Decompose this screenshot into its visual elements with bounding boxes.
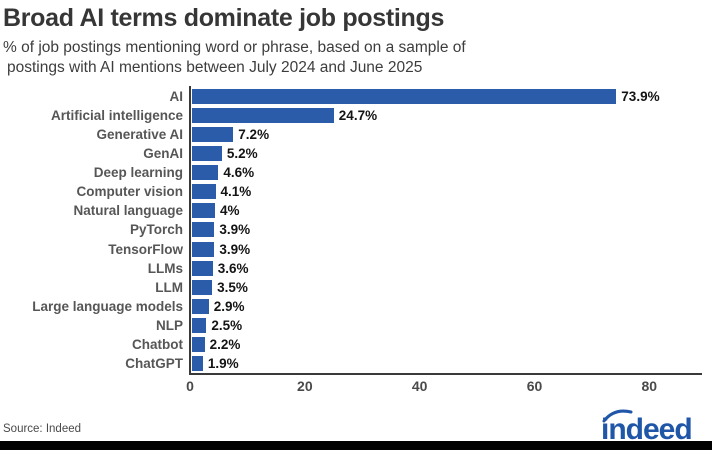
bar [192, 336, 205, 352]
x-tick-label: 60 [526, 378, 543, 394]
category-label: Chatbot [132, 336, 183, 352]
bar-row: Large language models 2.9% [0, 297, 720, 316]
bar [192, 241, 215, 257]
bar [192, 89, 617, 105]
bar-chart: AI 73.9% Artificial intelligence 24.7% Gener… [0, 87, 720, 373]
bar-row: GenAI 5.2% [0, 144, 720, 163]
value-label: 1.9% [207, 355, 239, 371]
bar [192, 108, 334, 124]
bar [192, 317, 207, 333]
logo-swoosh-icon [602, 409, 633, 423]
value-label: 7.2% [238, 127, 270, 143]
category-label: NLP [156, 317, 183, 333]
bar-row: TensorFlow 3.9% [0, 240, 720, 259]
bar [192, 355, 203, 371]
category-label: LLM [155, 279, 183, 295]
chart-subtitle-line2: postings with AI mentions between July 2… [7, 59, 423, 76]
bar-row: NLP 2.5% [0, 316, 720, 335]
bar [192, 165, 219, 181]
bar-row: Chatbot 2.2% [0, 335, 720, 354]
bar-row: Computer vision 4.1% [0, 182, 720, 201]
bar-row: ChatGPT 1.9% [0, 354, 720, 373]
bar [192, 127, 234, 143]
category-label: GenAI [143, 146, 183, 162]
x-axis-line [189, 373, 702, 375]
bar-row: Artificial intelligence 24.7% [0, 106, 720, 125]
bar [192, 298, 209, 314]
bar [192, 184, 216, 200]
value-label: 2.5% [211, 317, 243, 333]
bar [192, 279, 213, 295]
bottom-strip [0, 441, 712, 450]
bar [192, 203, 215, 219]
value-label: 5.2% [226, 146, 258, 162]
category-label: PyTorch [129, 222, 183, 238]
bar-row: Natural language 4% [0, 201, 720, 220]
y-axis-line [189, 86, 191, 375]
bar-row: Generative AI 7.2% [0, 125, 720, 144]
value-label: 2.2% [209, 336, 241, 352]
value-label: 3.9% [219, 222, 251, 238]
chart-subtitle-line1: % of job postings mentioning word or phr… [3, 39, 466, 56]
value-label: 4.1% [220, 184, 252, 200]
category-label: Artificial intelligence [50, 108, 183, 124]
x-tick-label: 80 [641, 378, 658, 394]
source-note: Source: Indeed [3, 423, 82, 435]
category-label: TensorFlow [108, 241, 183, 257]
chart-title: Broad AI terms dominate job postings [3, 4, 445, 32]
category-label: Large language models [32, 298, 183, 314]
bar-row: PyTorch 3.9% [0, 220, 720, 239]
value-label: 3.6% [217, 260, 249, 276]
x-tick-label: 0 [186, 378, 194, 394]
value-label: 73.9% [621, 89, 660, 105]
category-label: Deep learning [93, 165, 183, 181]
category-label: ChatGPT [125, 355, 183, 371]
logo-wordmark: indeed [601, 413, 692, 444]
category-label: Generative AI [96, 127, 183, 143]
category-label: Natural language [73, 203, 183, 219]
x-tick-label: 20 [297, 378, 313, 394]
category-label: AI [169, 89, 184, 105]
bar-row: LLM 3.5% [0, 278, 720, 297]
bar [192, 222, 215, 238]
bar-row: AI 73.9% [0, 87, 720, 106]
x-tick-label: 40 [411, 378, 428, 394]
value-label: 3.9% [219, 241, 251, 257]
value-label: 2.9% [213, 298, 245, 314]
x-axis-ticks: 0 20 40 60 80 [0, 378, 720, 398]
value-label: 3.5% [217, 279, 248, 295]
indeed-logo: indeed [601, 409, 693, 444]
chart-subtitle: % of job postings mentioning word or phr… [3, 38, 466, 78]
value-label: 4.6% [223, 165, 255, 181]
bar [192, 146, 222, 162]
bar-row: Deep learning 4.6% [0, 163, 720, 182]
value-label: 4% [220, 203, 240, 219]
category-label: Computer vision [76, 184, 183, 200]
bar-row: LLMs 3.6% [0, 259, 720, 278]
value-label: 24.7% [338, 108, 378, 124]
bar [192, 260, 213, 276]
category-label: LLMs [147, 260, 183, 276]
